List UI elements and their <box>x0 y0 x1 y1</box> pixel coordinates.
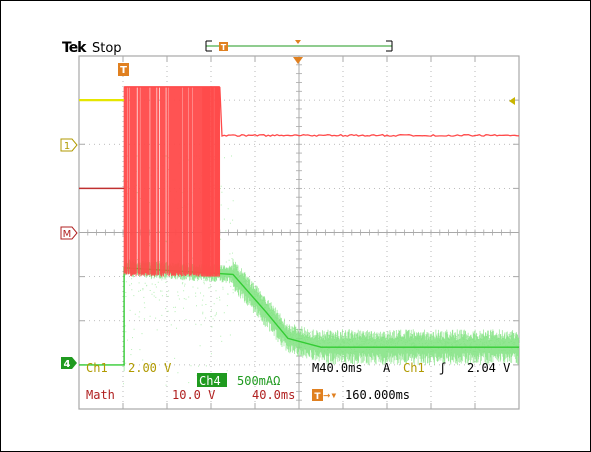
trigger-position-arrow: →▾ <box>323 388 337 402</box>
math-scale: 10.0 V <box>172 388 215 402</box>
svg-text:4: 4 <box>64 359 71 370</box>
svg-text:M: M <box>63 229 72 240</box>
ch1-ground-marker: 1 <box>60 138 78 152</box>
svg-text:T: T <box>221 43 227 52</box>
timebase-readout: M40.0ms <box>312 361 363 375</box>
ch1-trace-group <box>79 99 125 102</box>
trigger-level-icon <box>509 97 515 105</box>
ch4-trigger-marker: T <box>118 63 129 76</box>
ch1-scale: 2.00 V <box>128 361 171 375</box>
svg-text:1: 1 <box>64 141 70 152</box>
math-label: Math <box>86 388 115 402</box>
ch4-scale: 500mAΩ <box>237 374 280 388</box>
ch4-label-box <box>197 373 227 387</box>
trigger-mode: A <box>383 361 391 375</box>
math-trace-group <box>79 86 520 277</box>
ch1-label: Ch1 <box>86 361 108 375</box>
math-ground-marker: M <box>60 226 78 240</box>
record-bar: T <box>205 40 393 52</box>
acquisition-state: Stop <box>92 41 122 56</box>
record-trigger-icon <box>219 42 228 51</box>
ch4-label: Ch4 <box>199 374 221 388</box>
svg-text:T: T <box>120 65 127 76</box>
trigger-source: Ch1 <box>403 361 425 375</box>
trigger-position-box <box>312 389 323 401</box>
trigger-position-icon <box>293 57 303 64</box>
record-position-icon <box>295 40 301 44</box>
math-time: 40.0ms <box>252 388 295 402</box>
math-burst-dense <box>202 86 220 277</box>
math-trace <box>219 86 520 137</box>
trigger-position-icon-label: T <box>314 392 321 402</box>
trigger-slope-icon: ʃ <box>439 361 446 375</box>
trigger-level: 2.04 V <box>467 361 510 375</box>
brand-label: Tek <box>62 40 87 56</box>
ch4-ground-marker: 4 <box>61 357 77 370</box>
ch4-trace <box>79 267 519 366</box>
trigger-position-value: 160.000ms <box>345 388 410 402</box>
